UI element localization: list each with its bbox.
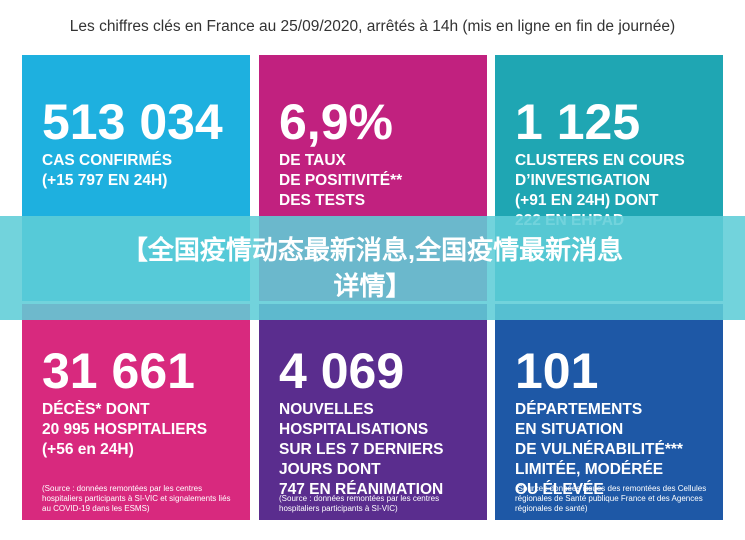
stat-label-line: DE POSITIVITÉ** [279, 172, 403, 189]
stat-source: (Source : données remontées par les cent… [42, 484, 231, 513]
stat-label-line: 20 995 HOSPITALIERS [42, 421, 208, 438]
stat-label-line: (+91 EN 24H) DONT [515, 192, 659, 209]
stat-number: 31 661 [42, 343, 195, 399]
stat-number: 513 034 [42, 94, 223, 150]
stat-label-line: (+15 797 EN 24H) [42, 172, 168, 189]
stat-label-line: NOUVELLES [279, 401, 374, 418]
stat-label-line: D’INVESTIGATION [515, 172, 650, 189]
stat-source: (Source : données issues des remontées d… [515, 484, 707, 513]
stat-label: CAS CONFIRMÉS (+15 797 EN 24H) [42, 151, 172, 191]
stat-label-line: SUR LES 7 DERNIERS [279, 441, 444, 458]
stat-label-line: LIMITÉE, MODÉRÉE [515, 461, 664, 478]
stat-number: 6,9% [279, 94, 393, 150]
stat-number: 4 069 [279, 343, 405, 399]
stat-label-line: OU ÉLEVÉE [515, 481, 604, 498]
stat-label: DÉPARTEMENTS EN SITUATION DE VULNÉRABILITÉ… [515, 400, 683, 500]
stat-number: 1 125 [515, 94, 641, 150]
stat-number: 101 [515, 343, 599, 399]
stat-label-line: 747 EN RÉANIMATION [279, 481, 444, 498]
stat-tile: 4 069 NOUVELLES HOSPITALISATIONS SUR LES 7 … [259, 304, 487, 520]
header-title: Les chiffres clés en France au 25/09/202… [69, 18, 676, 35]
stat-label-line: CLUSTERS EN COURS [515, 152, 685, 169]
stat-label-line: DE TAUX [279, 152, 346, 169]
stat-label-line: DE VULNÉRABILITÉ*** [515, 441, 683, 458]
stat-tile: 101 DÉPARTEMENTS EN SITUATION DE VULNÉRABIL… [495, 304, 723, 520]
stat-label: DE TAUX DE POSITIVITÉ** DES TESTS [279, 151, 402, 211]
stat-label-line: DES TESTS [279, 192, 366, 209]
stat-label: DÉCÈS* DONT 20 995 HOSPITALIERS (+56 en 24… [42, 400, 207, 460]
overlay-banner: 【全国疫情动态最新消息,全国疫情最新消息 详情】 [0, 216, 745, 320]
stat-label-line: EN SITUATION [515, 421, 624, 438]
stat-label-line: HOSPITALISATIONS [279, 421, 429, 438]
banner-line: 详情】 [333, 271, 412, 301]
stat-tile: 31 661 DÉCÈS* DONT 20 995 HOSPITALIERS (+56… [22, 304, 250, 520]
stat-label: NOUVELLES HOSPITALISATIONS SUR LES 7 DERNI… [279, 400, 444, 500]
stat-label-line: CAS CONFIRMÉS [42, 152, 173, 169]
stat-label-line: (+56 en 24H) [42, 441, 134, 458]
stat-label-line: DÉCÈS* DONT [42, 401, 150, 418]
banner-line: 【全国疫情动态最新消息,全国疫情最新消息 [121, 235, 624, 265]
stat-label-line: DÉPARTEMENTS [515, 401, 643, 418]
stat-source: (Source : données remontées par les cent… [279, 494, 440, 513]
stat-label-line: JOURS DONT [279, 461, 381, 478]
